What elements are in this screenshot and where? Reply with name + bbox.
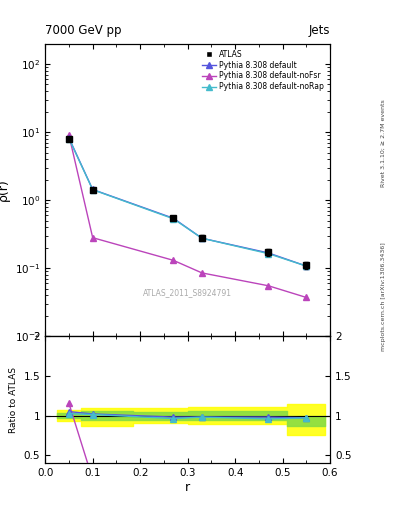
- Y-axis label: Ratio to ATLAS: Ratio to ATLAS: [9, 367, 18, 433]
- Text: mcplots.cern.ch [arXiv:1306.3436]: mcplots.cern.ch [arXiv:1306.3436]: [381, 243, 386, 351]
- Text: ATLAS_2011_S8924791: ATLAS_2011_S8924791: [143, 288, 232, 297]
- Y-axis label: ρ(r): ρ(r): [0, 179, 9, 201]
- Text: 7000 GeV pp: 7000 GeV pp: [45, 24, 122, 37]
- Text: Jets: Jets: [309, 24, 330, 37]
- X-axis label: r: r: [185, 481, 190, 494]
- Legend: ATLAS, Pythia 8.308 default, Pythia 8.308 default-noFsr, Pythia 8.308 default-no: ATLAS, Pythia 8.308 default, Pythia 8.30…: [200, 47, 326, 94]
- Text: Rivet 3.1.10; ≥ 2.7M events: Rivet 3.1.10; ≥ 2.7M events: [381, 99, 386, 187]
